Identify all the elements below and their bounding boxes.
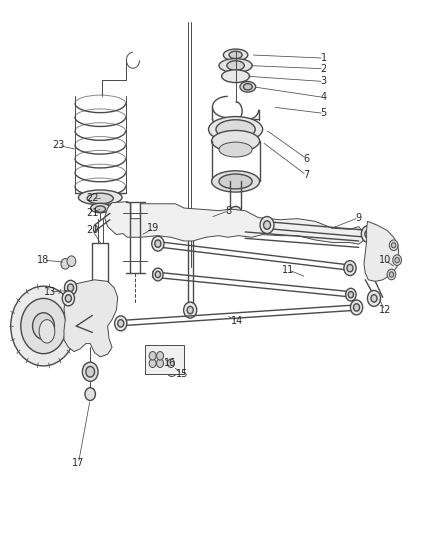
Circle shape: [344, 261, 356, 276]
Circle shape: [11, 286, 76, 366]
Text: 15: 15: [176, 369, 188, 379]
Text: 9: 9: [356, 213, 362, 223]
Circle shape: [67, 256, 76, 266]
Text: 11: 11: [282, 265, 294, 274]
Text: 16: 16: [164, 358, 176, 368]
Ellipse shape: [240, 82, 256, 92]
Ellipse shape: [219, 142, 252, 157]
Circle shape: [94, 281, 107, 297]
Circle shape: [361, 225, 375, 243]
Bar: [145, 345, 184, 374]
Circle shape: [65, 295, 71, 302]
Circle shape: [371, 295, 377, 302]
Ellipse shape: [212, 131, 260, 152]
Text: 4: 4: [321, 92, 327, 102]
Text: 12: 12: [379, 305, 391, 315]
Circle shape: [157, 360, 167, 373]
Circle shape: [97, 285, 103, 293]
Circle shape: [21, 298, 66, 354]
Ellipse shape: [223, 49, 248, 61]
Circle shape: [155, 271, 160, 278]
Circle shape: [353, 304, 360, 311]
Text: 20: 20: [86, 225, 99, 236]
Circle shape: [395, 257, 399, 263]
Text: 8: 8: [226, 206, 232, 216]
Circle shape: [118, 320, 124, 327]
Ellipse shape: [208, 117, 263, 142]
Circle shape: [350, 300, 363, 315]
Ellipse shape: [229, 51, 242, 59]
Polygon shape: [364, 221, 399, 281]
Text: 10: 10: [379, 255, 391, 265]
Text: 2: 2: [321, 64, 327, 74]
Circle shape: [86, 367, 95, 377]
Circle shape: [365, 230, 372, 238]
Ellipse shape: [219, 174, 252, 189]
Ellipse shape: [222, 70, 250, 83]
Ellipse shape: [227, 61, 244, 70]
Text: 14: 14: [231, 316, 244, 326]
Circle shape: [260, 216, 274, 233]
Ellipse shape: [219, 59, 252, 72]
Circle shape: [389, 272, 394, 277]
Circle shape: [62, 291, 74, 306]
Circle shape: [152, 268, 163, 281]
Circle shape: [264, 221, 271, 229]
Text: 18: 18: [37, 255, 49, 265]
Circle shape: [393, 255, 402, 265]
Circle shape: [85, 387, 95, 400]
Ellipse shape: [212, 171, 260, 192]
Ellipse shape: [244, 84, 252, 90]
Circle shape: [389, 240, 398, 251]
Polygon shape: [105, 201, 363, 244]
Text: 17: 17: [72, 458, 85, 468]
Circle shape: [67, 284, 74, 292]
Circle shape: [169, 367, 174, 373]
Circle shape: [155, 240, 161, 247]
Circle shape: [392, 243, 396, 248]
Text: 23: 23: [52, 140, 64, 150]
Circle shape: [166, 364, 177, 376]
Circle shape: [367, 290, 381, 306]
Ellipse shape: [230, 206, 241, 215]
Text: 3: 3: [321, 77, 327, 86]
Text: 1: 1: [321, 53, 327, 63]
Circle shape: [156, 359, 163, 368]
Circle shape: [167, 359, 174, 368]
Text: 13: 13: [43, 287, 56, 297]
Circle shape: [187, 306, 193, 314]
Circle shape: [387, 269, 396, 280]
Text: 5: 5: [321, 108, 327, 118]
Circle shape: [159, 364, 165, 369]
Text: 22: 22: [86, 193, 99, 204]
Circle shape: [156, 352, 163, 360]
Text: 6: 6: [303, 154, 309, 164]
Circle shape: [149, 359, 156, 368]
Text: 19: 19: [147, 223, 159, 233]
Circle shape: [348, 292, 353, 298]
Circle shape: [61, 259, 70, 269]
Polygon shape: [64, 280, 118, 357]
Circle shape: [64, 280, 77, 295]
Circle shape: [32, 313, 54, 340]
Circle shape: [184, 302, 197, 318]
Text: 21: 21: [86, 208, 99, 219]
Circle shape: [149, 352, 156, 360]
Ellipse shape: [87, 193, 113, 204]
Circle shape: [115, 316, 127, 331]
Circle shape: [152, 236, 164, 251]
Text: 7: 7: [303, 170, 310, 180]
Circle shape: [347, 264, 353, 272]
Circle shape: [149, 353, 158, 364]
Circle shape: [82, 362, 98, 381]
Ellipse shape: [216, 120, 255, 139]
Ellipse shape: [39, 320, 55, 343]
Ellipse shape: [95, 206, 106, 212]
Ellipse shape: [91, 203, 110, 213]
Ellipse shape: [78, 190, 122, 205]
Circle shape: [346, 288, 356, 301]
